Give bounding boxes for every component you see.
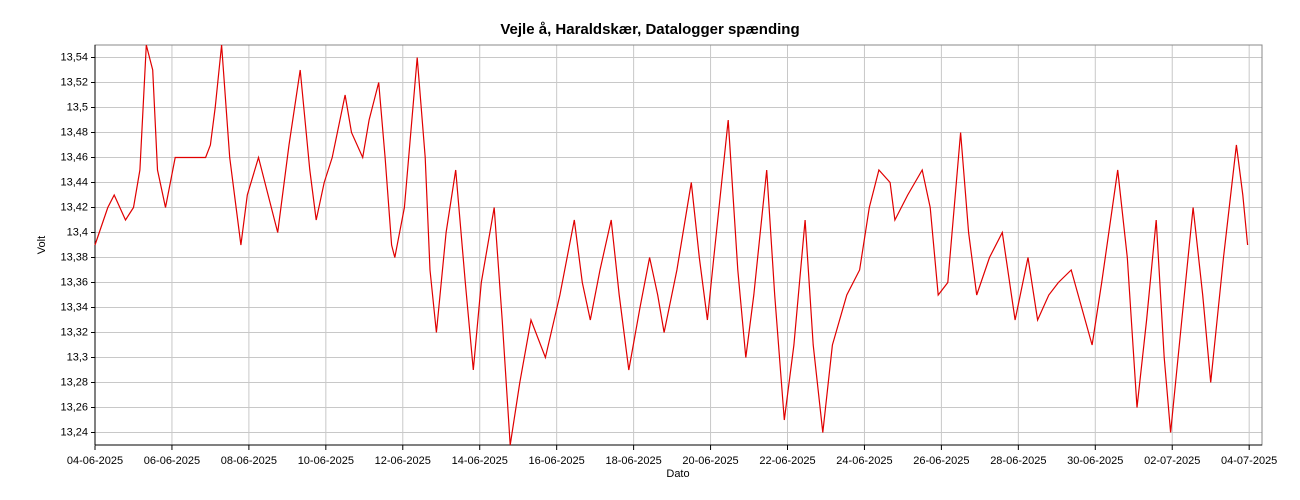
y-tick-label: 13,3 [67,351,88,363]
x-tick-label: 26-06-2025 [913,455,969,467]
y-tick-label: 13,5 [67,101,88,113]
plot-frame [94,44,1263,446]
x-tick-label: 16-06-2025 [529,455,585,467]
y-axis-label: Volt [36,236,48,254]
x-tick-label: 14-06-2025 [452,455,508,467]
x-tick-label: 22-06-2025 [759,455,815,467]
y-tick-label: 13,44 [60,176,88,188]
x-tick-label: 18-06-2025 [605,455,661,467]
y-tick-label: 13,52 [60,76,88,88]
x-axis-label: Dato [666,468,689,480]
x-tick-label: 10-06-2025 [298,455,354,467]
y-tick-label: 13,46 [60,151,88,163]
chart-title: Vejle å, Haraldskær, Datalogger spænding [500,21,799,38]
x-tick-label: 04-06-2025 [67,455,123,467]
x-tick-label: 30-06-2025 [1067,455,1123,467]
y-tick-label: 13,34 [60,301,88,313]
y-tick-label: 13,26 [60,401,88,413]
y-tick-label: 13,36 [60,276,88,288]
y-tick-label: 13,38 [60,251,88,263]
x-tick-label: 04-07-2025 [1221,455,1277,467]
x-tick-label: 20-06-2025 [682,455,738,467]
y-tick-label: 13,24 [60,426,88,438]
x-tick-label: 06-06-2025 [144,455,200,467]
x-tick-label: 28-06-2025 [990,455,1046,467]
x-tick-label: 02-07-2025 [1144,455,1200,467]
x-tick-label: 12-06-2025 [375,455,431,467]
data-line [94,44,1249,446]
y-tick-label: 13,48 [60,126,88,138]
y-tick-label: 13,42 [60,201,88,213]
y-tick-label: 13,4 [67,226,88,238]
y-tick-label: 13,32 [60,326,88,338]
x-tick-label: 08-06-2025 [221,455,277,467]
x-tick-label: 24-06-2025 [836,455,892,467]
y-tick-label: 13,54 [60,51,88,63]
y-tick-label: 13,28 [60,376,88,388]
